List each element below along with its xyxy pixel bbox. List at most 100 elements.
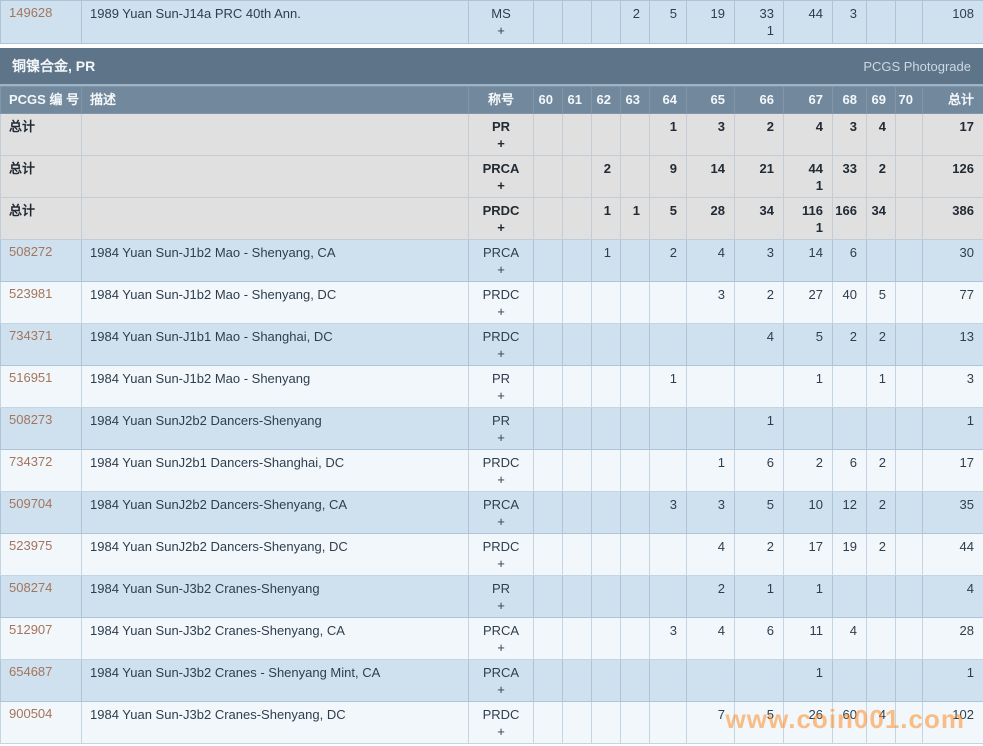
grade-66-count: 33 1 bbox=[734, 0, 784, 44]
pcgs-number-cell: 149628 bbox=[0, 0, 82, 44]
grade-designation: MS + bbox=[468, 0, 534, 44]
pcgs-number-link[interactable]: 508272 bbox=[9, 244, 53, 259]
pcgs-number-link[interactable]: 900504 bbox=[9, 706, 53, 721]
grade-70-count bbox=[895, 155, 923, 198]
pcgs-number-link[interactable]: 149628 bbox=[9, 5, 53, 20]
grade-68-count: 33 bbox=[832, 155, 867, 198]
grade-70-count bbox=[895, 281, 923, 324]
grade-68-count: 4 bbox=[832, 617, 867, 660]
pcgs-number-link[interactable]: 516951 bbox=[9, 370, 53, 385]
pcgs-number-link[interactable]: 512907 bbox=[9, 622, 53, 637]
grade-67-count: 44 1 bbox=[783, 155, 833, 198]
coin-description: 1984 Yuan Sun-J1b1 Mao - Shanghai, DC bbox=[81, 323, 469, 366]
grade-68-count bbox=[832, 659, 867, 702]
coin-description: 1984 Yuan Sun-J1b2 Mao - Shenyang, DC bbox=[81, 281, 469, 324]
grade-64-count bbox=[649, 533, 687, 576]
col-header-description: 描述 bbox=[81, 86, 469, 114]
pcgs-number-cell: 523975 bbox=[0, 533, 82, 576]
grade-60-count bbox=[533, 0, 563, 44]
grade-designation: PRDC + bbox=[468, 281, 534, 324]
pcgs-number-cell: 654687 bbox=[0, 659, 82, 702]
grade-62-count: 1 bbox=[591, 239, 621, 282]
pcgs-photograde-link[interactable]: PCGS Photograde bbox=[863, 58, 971, 74]
grade-62-count bbox=[591, 701, 621, 744]
grade-60-count bbox=[533, 281, 563, 324]
grade-63-count bbox=[620, 155, 650, 198]
row-total-count: 386 bbox=[922, 197, 983, 240]
grade-68-count bbox=[832, 575, 867, 618]
grade-68-count: 6 bbox=[832, 239, 867, 282]
grade-67-count: 11 bbox=[783, 617, 833, 660]
coin-description: 1984 Yuan Sun-J1b2 Mao - Shenyang bbox=[81, 365, 469, 408]
grade-62-count bbox=[591, 617, 621, 660]
pcgs-number-link[interactable]: 509704 bbox=[9, 496, 53, 511]
grade-designation: PRDC + bbox=[468, 533, 534, 576]
coin-row: 508274 1984 Yuan Sun-J3b2 Cranes-Shenyang… bbox=[0, 575, 983, 618]
grade-62-count bbox=[591, 281, 621, 324]
grade-62-count bbox=[591, 533, 621, 576]
grade-69-count: 2 bbox=[866, 155, 896, 198]
grade-66-count bbox=[734, 659, 784, 702]
grade-69-count: 34 bbox=[866, 197, 896, 240]
grade-67-count: 2 bbox=[783, 449, 833, 492]
grade-65-count: 19 bbox=[686, 0, 735, 44]
pcgs-number-link[interactable]: 523975 bbox=[9, 538, 53, 553]
col-header-grade-67: 67 bbox=[783, 86, 833, 114]
grade-67-count: 26 bbox=[783, 701, 833, 744]
grade-62-count: 2 bbox=[591, 155, 621, 198]
grade-70-count bbox=[895, 659, 923, 702]
total-row-label: 总计 bbox=[0, 155, 82, 198]
grade-65-count: 14 bbox=[686, 155, 735, 198]
pcgs-number-link[interactable]: 523981 bbox=[9, 286, 53, 301]
grade-61-count bbox=[562, 533, 592, 576]
row-total-count: 126 bbox=[922, 155, 983, 198]
grade-69-count: 2 bbox=[866, 533, 896, 576]
grade-65-count bbox=[686, 407, 735, 450]
row-total-count: 17 bbox=[922, 449, 983, 492]
pcgs-number-link[interactable]: 508274 bbox=[9, 580, 53, 595]
col-header-grade-62: 62 bbox=[591, 86, 621, 114]
grade-67-count: 1 bbox=[783, 575, 833, 618]
grade-68-count: 40 bbox=[832, 281, 867, 324]
coin-description bbox=[81, 155, 469, 198]
grade-designation: PRCA + bbox=[468, 659, 534, 702]
grade-70-count bbox=[895, 575, 923, 618]
grade-63-count bbox=[620, 365, 650, 408]
coin-row: 149628 1989 Yuan Sun-J14a PRC 40th Ann. MS… bbox=[0, 0, 983, 44]
grade-69-count bbox=[866, 407, 896, 450]
section-header-bar: 铜镍合金, PR PCGS Photograde bbox=[0, 48, 983, 86]
coin-description: 1984 Yuan SunJ2b2 Dancers-Shenyang, CA bbox=[81, 491, 469, 534]
grade-68-count: 6 bbox=[832, 449, 867, 492]
pcgs-number-link[interactable]: 734371 bbox=[9, 328, 53, 343]
grade-64-count: 3 bbox=[649, 617, 687, 660]
grade-63-count bbox=[620, 701, 650, 744]
population-table-top: 149628 1989 Yuan Sun-J14a PRC 40th Ann. MS… bbox=[0, 0, 983, 44]
grade-66-count: 2 bbox=[734, 281, 784, 324]
coin-row: 523981 1984 Yuan Sun-J1b2 Mao - Shenyang,… bbox=[0, 281, 983, 324]
row-total-count: 44 bbox=[922, 533, 983, 576]
grade-70-count bbox=[895, 701, 923, 744]
grade-70-count bbox=[895, 323, 923, 366]
grade-62-count bbox=[591, 449, 621, 492]
grade-designation: PRCA + bbox=[468, 491, 534, 534]
grade-70-count bbox=[895, 449, 923, 492]
grade-65-count: 4 bbox=[686, 533, 735, 576]
grade-66-count: 3 bbox=[734, 239, 784, 282]
grade-62-count bbox=[591, 491, 621, 534]
pcgs-number-link[interactable]: 734372 bbox=[9, 454, 53, 469]
col-header-grade-70: 70 bbox=[895, 86, 923, 114]
grade-61-count bbox=[562, 701, 592, 744]
grade-68-count: 3 bbox=[832, 0, 867, 44]
grade-60-count bbox=[533, 533, 563, 576]
grade-66-count: 2 bbox=[734, 113, 784, 156]
pcgs-number-link[interactable]: 654687 bbox=[9, 664, 53, 679]
grade-70-count bbox=[895, 0, 923, 44]
col-header-grade-63: 63 bbox=[620, 86, 650, 114]
pcgs-number-cell: 508272 bbox=[0, 239, 82, 282]
pcgs-number-link[interactable]: 508273 bbox=[9, 412, 53, 427]
coin-row: 523975 1984 Yuan SunJ2b2 Dancers-Shenyang… bbox=[0, 533, 983, 576]
pcgs-number-cell: 512907 bbox=[0, 617, 82, 660]
grade-69-count: 5 bbox=[866, 281, 896, 324]
total-row-label: 总计 bbox=[0, 197, 82, 240]
grade-designation: PR + bbox=[468, 365, 534, 408]
